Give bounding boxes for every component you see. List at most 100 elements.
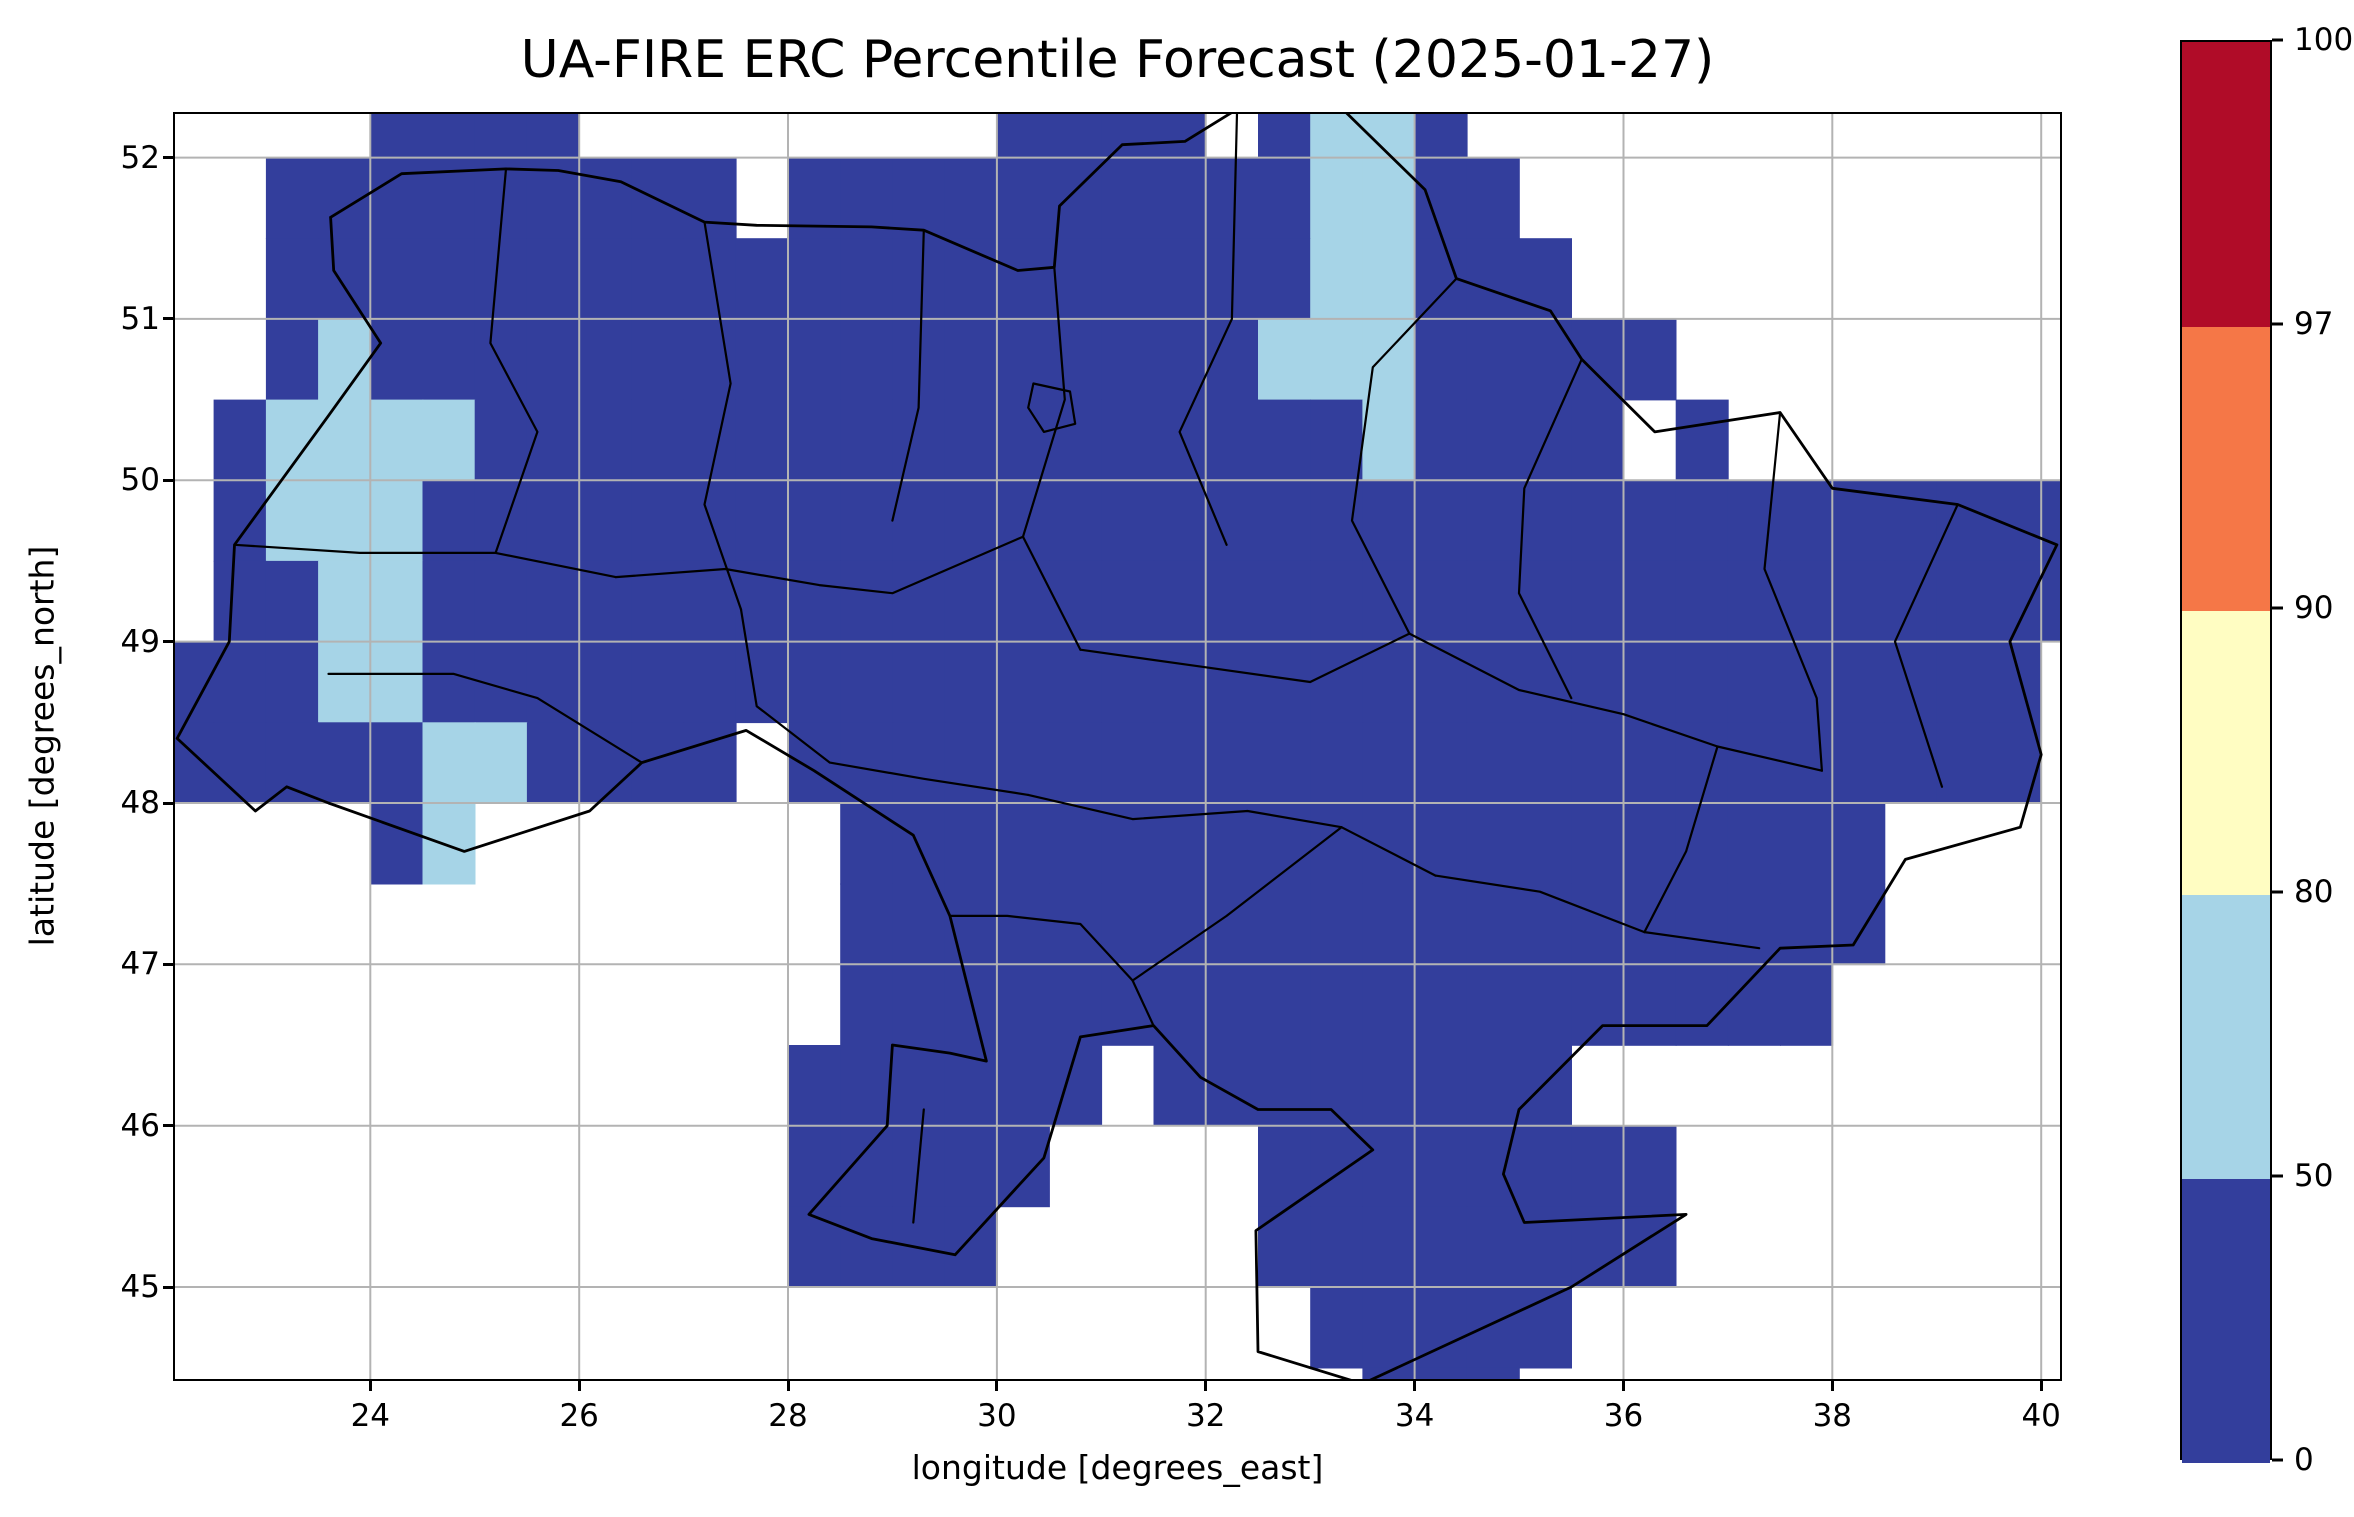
y-tick-mark bbox=[163, 801, 175, 805]
raster-cell bbox=[892, 722, 946, 804]
colorbar-segment bbox=[2182, 326, 2270, 611]
raster-cell bbox=[1205, 641, 1259, 724]
raster-cell bbox=[1623, 722, 1677, 804]
raster-cell bbox=[1153, 964, 1207, 1046]
raster-cell bbox=[1362, 157, 1416, 240]
y-tick-mark bbox=[163, 317, 175, 321]
colorbar-segment bbox=[2182, 1178, 2270, 1463]
raster-cell bbox=[1101, 803, 1155, 885]
x-tick-mark bbox=[1622, 1379, 1625, 1391]
raster-cell bbox=[1362, 641, 1416, 724]
raster-cell bbox=[265, 238, 319, 320]
x-tick-mark bbox=[1830, 1379, 1834, 1391]
raster-cell bbox=[1519, 480, 1572, 562]
raster-cell bbox=[1258, 722, 1311, 804]
y-tick-mark bbox=[163, 1124, 175, 1128]
raster-cell bbox=[1571, 883, 1625, 966]
raster-cell bbox=[526, 114, 580, 159]
raster-cell bbox=[1884, 722, 1938, 804]
raster-cell bbox=[1153, 560, 1207, 643]
raster-cell bbox=[1466, 883, 1520, 966]
raster-cell bbox=[1623, 803, 1677, 885]
colorbar-tick-label: 0 bbox=[2294, 1442, 2314, 1478]
oblast-border bbox=[1643, 745, 1719, 934]
oblast-border bbox=[1027, 793, 1437, 877]
raster-cell bbox=[1049, 318, 1103, 401]
raster-cell bbox=[1153, 480, 1207, 562]
raster-cell bbox=[1101, 641, 1155, 724]
raster-cell bbox=[1571, 399, 1625, 482]
raster-cell bbox=[474, 238, 528, 320]
x-tick-label: 28 bbox=[768, 1398, 808, 1434]
raster-cell bbox=[1310, 480, 1364, 562]
raster-cell bbox=[1258, 238, 1311, 320]
raster-cell bbox=[1153, 883, 1207, 966]
raster-cell bbox=[579, 560, 633, 643]
y-tick-label: 52 bbox=[120, 139, 160, 176]
raster-cell bbox=[1519, 883, 1572, 966]
raster-cell bbox=[1571, 318, 1625, 401]
x-tick-label: 34 bbox=[1394, 1398, 1435, 1434]
raster-cell bbox=[944, 157, 998, 240]
raster-cell bbox=[318, 480, 372, 562]
raster-cell bbox=[631, 318, 685, 401]
raster-cell bbox=[1205, 722, 1259, 804]
raster-cell bbox=[318, 560, 372, 643]
raster-cell bbox=[1258, 1206, 1311, 1288]
raster-cell bbox=[1936, 560, 1990, 643]
raster-cell bbox=[1101, 560, 1155, 643]
raster-cell bbox=[1466, 641, 1520, 724]
raster-cell bbox=[474, 114, 528, 159]
raster-cell bbox=[944, 1125, 998, 1208]
raster-cell bbox=[213, 560, 267, 643]
raster-cell bbox=[370, 480, 424, 562]
oblast-border bbox=[1517, 358, 1583, 700]
raster-cell bbox=[1258, 883, 1311, 966]
raster-cell bbox=[1989, 641, 2042, 724]
raster-cell bbox=[1623, 1125, 1677, 1208]
raster-cell bbox=[579, 318, 633, 401]
raster-cell bbox=[1205, 399, 1259, 482]
colorbar-tick-mark bbox=[2272, 606, 2283, 610]
raster-cell bbox=[683, 157, 737, 240]
raster-cell bbox=[175, 722, 215, 804]
raster-cell bbox=[1675, 883, 1729, 966]
raster-cell bbox=[1153, 399, 1207, 482]
raster-cell bbox=[318, 641, 372, 724]
oblast-border bbox=[1434, 874, 1761, 950]
raster-cell bbox=[1258, 1125, 1311, 1208]
raster-cell bbox=[318, 318, 372, 401]
raster-cell bbox=[996, 318, 1050, 401]
raster-cell bbox=[1936, 722, 1990, 804]
raster-cell bbox=[579, 238, 633, 320]
y-tick-label: 49 bbox=[120, 623, 160, 660]
raster-cell bbox=[996, 114, 1050, 159]
raster-cell bbox=[1466, 157, 1520, 240]
raster-cell bbox=[1258, 1045, 1311, 1127]
raster-cell bbox=[1727, 964, 1781, 1046]
oblast-border bbox=[703, 221, 743, 611]
raster-cell bbox=[1362, 722, 1416, 804]
raster-cell bbox=[788, 399, 841, 482]
raster-cell bbox=[1675, 964, 1729, 1046]
raster-cell bbox=[683, 399, 737, 482]
raster-cell bbox=[996, 399, 1050, 482]
raster-cell bbox=[1675, 803, 1729, 885]
raster-cell bbox=[1362, 1125, 1416, 1208]
raster-cell bbox=[1414, 318, 1468, 401]
raster-cell bbox=[579, 157, 633, 240]
raster-cell bbox=[892, 641, 946, 724]
raster-cell bbox=[1832, 641, 1886, 724]
raster-cell bbox=[1362, 1045, 1416, 1127]
raster-cell bbox=[1414, 722, 1468, 804]
raster-cell bbox=[1466, 1367, 1520, 1379]
oblast-border bbox=[739, 608, 1030, 796]
y-tick-label: 45 bbox=[120, 1269, 160, 1305]
raster-cell bbox=[318, 399, 372, 482]
y-tick-label: 46 bbox=[120, 1107, 160, 1144]
x-axis-label: longitude [degrees_east] bbox=[911, 1448, 1324, 1487]
raster-cell bbox=[422, 641, 476, 724]
raster-cell bbox=[840, 964, 894, 1046]
raster-cell bbox=[1519, 964, 1572, 1046]
raster-cell bbox=[1153, 641, 1207, 724]
